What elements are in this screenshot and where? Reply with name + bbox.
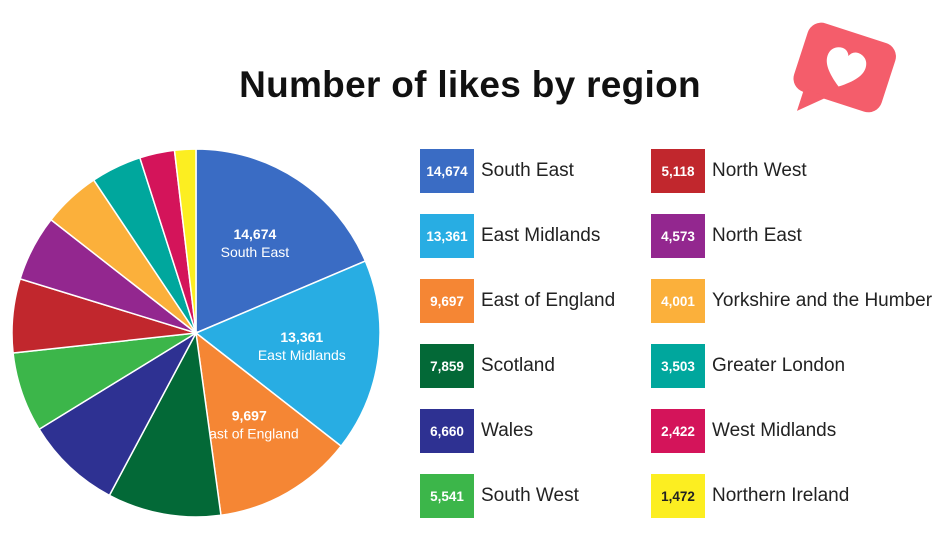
legend-label: Scotland — [481, 355, 555, 376]
legend-label: Northern Ireland — [712, 485, 850, 506]
pie-slice-wales — [38, 330, 198, 497]
legend-label: Greater London — [712, 355, 846, 376]
legend-item: 4,573 North East — [651, 214, 802, 258]
legend-item: 7,859 Scotland — [420, 344, 555, 388]
legend-item: 14,674 South East — [420, 149, 574, 193]
legend-label: South East — [481, 160, 574, 181]
legend-value-swatch: 5,541 — [420, 474, 474, 518]
chart-title: Number of likes by region — [239, 64, 701, 105]
legend-label: South West — [481, 485, 579, 506]
legend-value-swatch: 4,001 — [651, 279, 705, 323]
legend-value-swatch: 1,472 — [651, 474, 705, 518]
pie-slice-east-of-england — [195, 331, 343, 517]
legend-item: 6,660 Wales — [420, 409, 533, 453]
heart-notification-icon — [793, 22, 896, 113]
legend-item: 4,001 Yorkshire and the Humber — [651, 279, 932, 323]
legend-value-swatch: 4,573 — [651, 214, 705, 258]
legend-value-swatch: 13,361 — [420, 214, 474, 258]
legend-item: 13,361 East Midlands — [420, 214, 600, 258]
slice-value-label: 14,674 — [233, 226, 276, 242]
legend-label: North East — [712, 225, 802, 246]
legend-value-swatch: 14,674 — [420, 149, 474, 193]
legend-item: 9,697 East of England — [420, 279, 615, 323]
legend-value-swatch: 3,503 — [651, 344, 705, 388]
slice-name-label: South East — [221, 244, 290, 260]
legend-value-swatch: 7,859 — [420, 344, 474, 388]
pie-slice-east-midlands — [194, 260, 381, 448]
legend-value-swatch: 6,660 — [420, 409, 474, 453]
legend-item: 1,472 Northern Ireland — [651, 474, 849, 518]
legend-item: 5,118 North West — [651, 149, 807, 193]
legend-label: Wales — [481, 420, 534, 441]
slice-value-label: 9,697 — [232, 407, 267, 423]
legend-item: 3,503 Greater London — [651, 344, 845, 388]
slice-name-label: East of England — [200, 425, 299, 441]
legend-value-swatch: 9,697 — [420, 279, 474, 323]
legend-label: Yorkshire and the Humber — [712, 290, 932, 311]
legend-item: 5,541 South West — [420, 474, 579, 518]
legend-label: East of England — [481, 290, 616, 311]
legend-label: West Midlands — [712, 420, 837, 441]
legend-value-swatch: 2,422 — [651, 409, 705, 453]
legend-item: 2,422 West Midlands — [651, 409, 836, 453]
pie-slice-scotland — [108, 330, 222, 518]
slice-name-label: East Midlands — [258, 347, 346, 363]
legend-label: North West — [712, 160, 807, 181]
pie-slice-south-east — [195, 148, 367, 335]
pie-slice-northern-ireland — [173, 148, 197, 334]
legend-label: East Midlands — [481, 225, 601, 246]
slice-value-label: 13,361 — [280, 329, 323, 345]
legend-value-swatch: 5,118 — [651, 149, 705, 193]
